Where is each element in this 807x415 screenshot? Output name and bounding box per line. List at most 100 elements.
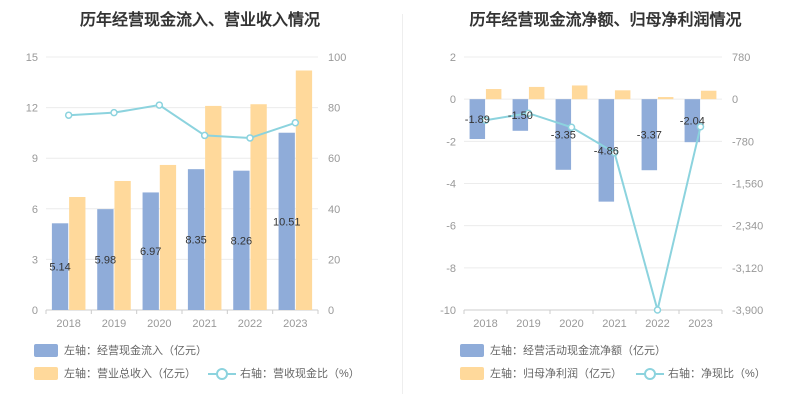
bar-orange	[614, 90, 631, 100]
ratio-point	[481, 116, 490, 124]
x-tick-label: 2019	[102, 318, 126, 330]
bar-blue	[187, 169, 205, 310]
left-chart-title: 历年经营现金流入、营业收入情况	[79, 12, 320, 29]
ratio-point	[524, 109, 533, 117]
right-chart-svg: -10 -8 -6 -4 -2 0 2 -3,900 -3,120 -2,340 -1,560 -78…	[440, 52, 763, 330]
y-left-tick-label: 15	[26, 52, 38, 64]
y-right-tick-label: -780	[732, 136, 754, 148]
y-left-tick-label: -10	[440, 305, 456, 317]
ratio-point	[610, 148, 619, 157]
y-right-tick-label: 0	[328, 305, 334, 317]
y-left-tick-label: 6	[32, 204, 38, 216]
bar-orange	[250, 104, 267, 310]
left-chart-panel: 历年经营现金流入、营业收入情况 0 3 6 9 12 15 0 20 40 60 80 100 2018…	[0, 0, 400, 415]
bar-blue	[278, 132, 295, 310]
data-label: -1.89	[465, 114, 490, 126]
x-tick-label: 2019	[516, 318, 540, 330]
bar-blue	[97, 209, 114, 310]
bar-blue	[641, 99, 658, 171]
right-legend-net-profit[interactable]: 左轴：归母净利润（亿元）	[460, 365, 622, 381]
data-label: 8.35	[185, 235, 206, 247]
x-tick-label: 2018	[56, 318, 80, 330]
right-chart-title: 历年经营现金流净额、归母净利润情况	[469, 12, 742, 29]
data-label: -2.04	[680, 116, 705, 128]
ratio-point	[246, 134, 254, 142]
left-legend-cash-inflow[interactable]: 左轴：经营现金流入（亿元）	[34, 342, 207, 358]
y-left-tick-label: 3	[32, 254, 38, 266]
right-chart-panel: 历年经营现金流净额、归母净利润情况 -10 -8 -6 -4 -2 0 2 -3,900 -3,…	[404, 0, 807, 415]
ratio-point	[696, 122, 705, 131]
y-left-tick-label: 12	[26, 103, 38, 115]
y-right-tick-label: 60	[328, 153, 340, 165]
x-tick-label: 2020	[559, 318, 583, 330]
left-chart-svg: 0 3 6 9 12 15 0 20 40 60 80 100 2018 2019 2020 2021 2022…	[26, 52, 347, 330]
x-tick-label: 2018	[473, 318, 497, 330]
legend-line-label: 右轴：净现比（%）	[668, 368, 766, 380]
bar-blue	[684, 99, 701, 143]
data-label: 6.97	[140, 246, 161, 258]
bar-orange	[295, 70, 313, 310]
bar-orange	[69, 196, 86, 310]
left-legend-ratio[interactable]: 右轴：营收现金比（%）	[208, 365, 360, 381]
bar-blue	[51, 223, 69, 310]
y-left-tick-label: -2	[446, 136, 456, 148]
legend-line-circle-icon	[208, 367, 236, 380]
legend-orange-swatch	[34, 366, 58, 380]
bar-blue	[469, 99, 486, 140]
x-tick-label: 2023	[283, 318, 307, 330]
x-tick-label: 2021	[192, 318, 216, 330]
ratio-line	[68, 104, 296, 139]
bar-orange	[485, 89, 502, 100]
ratio-line	[485, 112, 702, 311]
x-tick-label: 2021	[602, 318, 626, 330]
y-left-tick-label: 9	[32, 153, 38, 165]
x-tick-label: 2022	[645, 318, 669, 330]
bar-orange	[700, 90, 717, 100]
x-tick-label: 2023	[688, 318, 712, 330]
x-tick-label: 2022	[238, 318, 262, 330]
legend-line-circle-icon	[636, 367, 664, 380]
bar-orange	[571, 85, 588, 100]
legend-blue-swatch	[34, 343, 58, 357]
ratio-point	[155, 101, 164, 109]
right-legend-net-cash-ratio[interactable]: 右轴：净现比（%）	[636, 365, 766, 381]
data-label: -3.35	[551, 129, 576, 141]
data-label: 10.51	[273, 216, 301, 228]
panel-divider	[402, 14, 403, 394]
ratio-point	[567, 123, 576, 132]
y-left-tick-label: -4	[446, 179, 456, 191]
ratio-point	[64, 111, 73, 119]
y-right-tick-label: 20	[328, 254, 340, 266]
y-left-tick-label: 0	[32, 305, 38, 317]
right-legend-net-cash[interactable]: 左轴：经营活动现金流净额（亿元）	[460, 342, 666, 358]
bar-blue	[233, 170, 250, 310]
y-left-tick-label: -8	[446, 263, 456, 275]
bar-orange	[205, 105, 222, 310]
data-label: -4.86	[594, 145, 619, 157]
y-left-tick-label: 0	[450, 94, 456, 106]
data-label: -1.50	[508, 110, 533, 122]
bar-blue	[555, 99, 572, 170]
legend-blue-label: 左轴：经营现金流入（亿元）	[64, 345, 207, 357]
y-right-tick-label: -3,900	[732, 305, 763, 317]
legend-orange-label: 左轴：归母净利润（亿元）	[490, 368, 622, 380]
y-right-tick-label: 780	[732, 52, 750, 64]
legend-line-label: 右轴：营收现金比（%）	[240, 368, 360, 380]
bar-blue	[142, 192, 159, 310]
y-right-tick-label: 0	[732, 94, 738, 106]
y-right-tick-label: -3,120	[732, 263, 763, 275]
bar-blue	[598, 99, 615, 202]
ratio-point	[110, 108, 118, 117]
ratio-point	[291, 119, 300, 127]
y-left-tick-label: -6	[446, 221, 456, 233]
data-label: 5.98	[95, 255, 116, 267]
ratio-point	[653, 306, 662, 314]
left-legend-revenue[interactable]: 左轴：营业总收入（亿元）	[34, 365, 196, 381]
x-tick-label: 2020	[147, 318, 171, 330]
data-label: 8.26	[231, 235, 252, 247]
y-right-tick-label: -1,560	[732, 179, 763, 191]
y-right-tick-label: -2,340	[732, 221, 763, 233]
bar-orange	[528, 86, 545, 100]
bar-orange	[159, 164, 177, 310]
